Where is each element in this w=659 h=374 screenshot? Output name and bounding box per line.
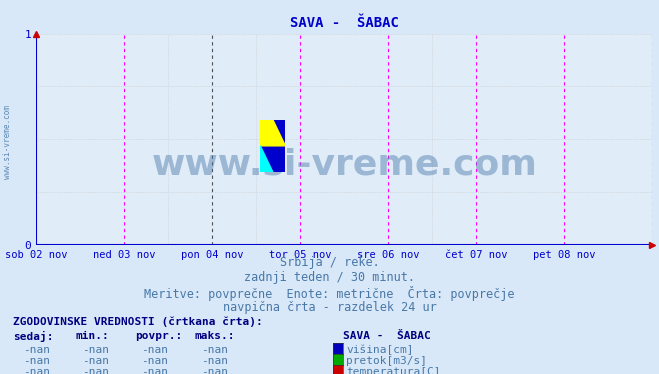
- Text: -nan: -nan: [201, 367, 227, 374]
- Text: navpična črta - razdelek 24 ur: navpična črta - razdelek 24 ur: [223, 301, 436, 314]
- Text: povpr.:: povpr.:: [135, 331, 183, 341]
- Text: -nan: -nan: [201, 356, 227, 366]
- Polygon shape: [260, 146, 273, 172]
- Text: www.si-vreme.com: www.si-vreme.com: [3, 105, 13, 179]
- Text: -nan: -nan: [23, 345, 49, 355]
- Text: -nan: -nan: [23, 367, 49, 374]
- Text: pretok[m3/s]: pretok[m3/s]: [346, 356, 427, 366]
- Text: Srbija / reke.: Srbija / reke.: [279, 256, 380, 269]
- Polygon shape: [260, 120, 285, 172]
- Text: zadnji teden / 30 minut.: zadnji teden / 30 minut.: [244, 271, 415, 284]
- Text: -nan: -nan: [201, 345, 227, 355]
- Text: -nan: -nan: [82, 356, 109, 366]
- Text: sedaj:: sedaj:: [13, 331, 53, 342]
- Text: -nan: -nan: [142, 367, 168, 374]
- Title: SAVA -  ŠABAC: SAVA - ŠABAC: [290, 16, 399, 30]
- Text: www.si-vreme.com: www.si-vreme.com: [152, 148, 537, 182]
- Text: -nan: -nan: [142, 345, 168, 355]
- Text: min.:: min.:: [76, 331, 109, 341]
- Text: -nan: -nan: [23, 356, 49, 366]
- Polygon shape: [260, 120, 285, 146]
- Text: SAVA -  ŠABAC: SAVA - ŠABAC: [343, 331, 430, 341]
- Text: temperatura[C]: temperatura[C]: [346, 367, 440, 374]
- Text: ZGODOVINSKE VREDNOSTI (črtkana črta):: ZGODOVINSKE VREDNOSTI (črtkana črta):: [13, 316, 263, 327]
- Text: maks.:: maks.:: [194, 331, 235, 341]
- Text: višina[cm]: višina[cm]: [346, 345, 413, 355]
- Text: Meritve: povprečne  Enote: metrične  Črta: povprečje: Meritve: povprečne Enote: metrične Črta:…: [144, 286, 515, 301]
- Text: -nan: -nan: [82, 345, 109, 355]
- Text: -nan: -nan: [82, 367, 109, 374]
- Text: -nan: -nan: [142, 356, 168, 366]
